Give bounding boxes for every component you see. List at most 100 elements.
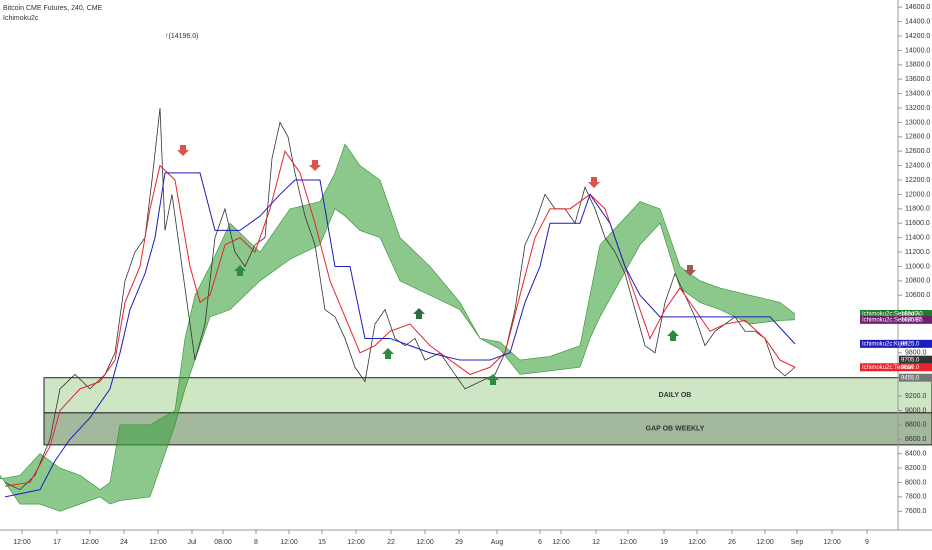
y-tick-label: 13600.0 [905,76,930,83]
y-tick-label: 7600.0 [905,508,927,515]
x-tick-label: Aug [491,539,504,546]
cloud-fill [520,356,550,375]
y-tick-label: 11200.0 [905,249,930,256]
buy-arrow [234,265,246,276]
price-tag [860,363,932,372]
cloud-fill [150,410,175,497]
price-tag-label: 10258.5 [901,317,923,323]
cloud-fill [195,266,210,361]
y-tick-label: 13800.0 [905,62,930,69]
y-tick-label: 8600.0 [905,436,927,443]
x-tick-label: 12:00 [552,539,570,546]
buy-arrow [413,308,425,319]
cloud-fill [40,453,60,512]
zone [43,377,932,414]
cloud-fill [660,208,680,289]
price-tag [860,309,932,318]
cloud-fill [780,302,795,321]
x-tick-label: 12:00 [756,539,774,546]
zone-label: DAILY OB [659,392,692,399]
x-tick-label: 6 [538,539,542,546]
signal-arrows [177,145,696,385]
x-tick-label: 19 [660,539,668,546]
x-tick-label: 17 [53,539,61,546]
y-tick-label: 14600.0 [905,4,930,11]
x-tick-label: 9 [865,539,869,546]
price-tag-name: Ichimoku2c:Senkou A [862,312,920,318]
sell-arrow [309,160,321,171]
cloud-fill [175,338,185,425]
x-tick-label: 08:00 [214,539,232,546]
y-tick-label: 10600.0 [905,292,930,299]
cloud-fill [600,223,620,317]
price-tag [899,373,932,382]
y-tick-label: 9000.0 [905,407,927,414]
price-tag-label: 9705.0 [901,357,920,363]
x-tick-label: 12:00 [13,539,31,546]
cloud-fill [500,342,520,375]
cloud-fill [260,208,290,281]
indicator-name: Ichimoku2c [3,15,39,22]
x-tick-label: 12:00 [416,539,434,546]
y-tick-label: 7800.0 [905,494,927,501]
y-tick-label: 9200.0 [905,393,927,400]
cloud-fill [110,424,120,505]
x-tick-label: 26 [728,539,736,546]
cloud-fill [60,468,80,512]
indicator-line [4,172,796,498]
y-tick-label: 12400.0 [905,162,930,169]
cloud-fill [380,180,400,281]
cloud-fill [185,295,195,389]
x-tick-label: 12:00 [619,539,637,546]
y-tick-label: 14400.0 [905,18,930,25]
cloud-fill [335,144,345,217]
cloud-fill [590,244,600,339]
x-tick-label: Sep [791,539,804,546]
y-tick-label: 8000.0 [905,479,927,486]
cloud-fill [640,201,660,245]
y-tick-label: 11400.0 [905,234,930,241]
y-tick-label: 13000.0 [905,119,930,126]
buy-arrow [667,330,679,341]
chart-title: Bitcoin CME Futures, 240, CME [3,5,103,12]
y-tick-label: 12200.0 [905,177,930,184]
y-tick-label: 9800.0 [905,350,927,357]
y-tick-label: 11800.0 [905,206,930,213]
x-tick-label: 12:00 [347,539,365,546]
sell-arrow [588,177,600,188]
price-line [4,107,796,491]
cloud-fill [700,280,720,310]
price-tag-name: Ichimoku2c:Tenkan [862,365,913,371]
x-tick-label: 12:00 [823,539,841,546]
y-tick-label: 8200.0 [905,465,927,472]
x-tick-label: 12 [592,539,600,546]
cloud-fill [580,295,590,368]
price-tag [860,315,932,324]
x-tick-label: 8 [254,539,258,546]
cloud-fill [120,424,150,501]
y-tick-label: 10800.0 [905,278,930,285]
price-tag-name: Ichimoku2c:Kijun [862,341,907,347]
y-tick-label: 13400.0 [905,90,930,97]
x-tick-label: 12:00 [149,539,167,546]
y-tick-label: 11000.0 [905,263,930,270]
price-tag [860,339,932,348]
senkou-a [0,143,796,491]
senkou-b [0,208,796,512]
buy-arrow [382,348,394,359]
x-tick-label: 12:00 [81,539,99,546]
buy-arrow [487,374,499,385]
price-tag-label: 9600.0 [901,365,920,371]
x-tick-label: Jul [188,539,197,546]
y-tick-label: 11600.0 [905,220,930,227]
x-tick-label: 15 [318,539,326,546]
price-tag-label: 9925.0 [901,341,920,347]
y-tick-label: 12600.0 [905,148,930,155]
sell-arrow [177,145,189,156]
sell-arrow [684,265,696,276]
cloud-fill [20,453,40,505]
y-tick-label: 14200.0 [905,33,930,40]
zone-label: GAP OB WEEKLY [646,426,705,433]
y-tick-label: 12800.0 [905,134,930,141]
cloud-fill [550,345,580,371]
